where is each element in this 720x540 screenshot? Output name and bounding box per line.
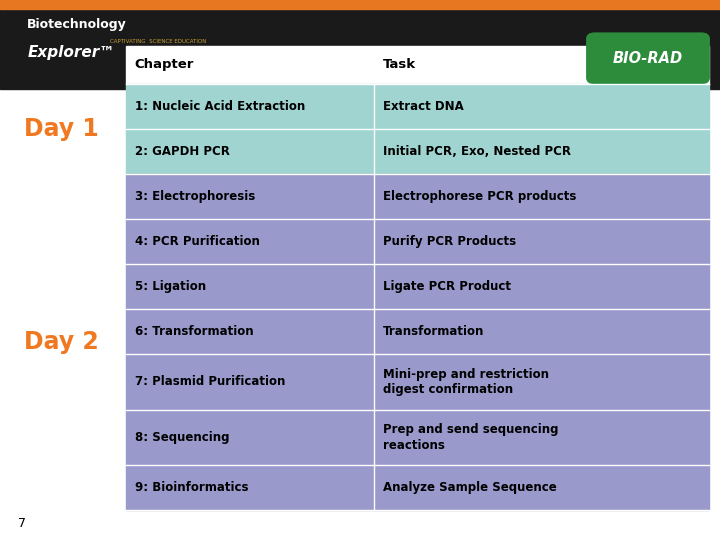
Text: Day 2: Day 2	[24, 330, 99, 354]
Text: 9: Bioinformatics: 9: Bioinformatics	[135, 481, 248, 494]
Text: Biotechnology: Biotechnology	[27, 18, 127, 31]
Text: BIO-RAD: BIO-RAD	[613, 51, 683, 66]
Text: 8: Sequencing: 8: Sequencing	[135, 431, 229, 444]
Text: 6: Transformation: 6: Transformation	[135, 325, 253, 338]
Text: CAPTIVATING  SCIENCE EDUCATION: CAPTIVATING SCIENCE EDUCATION	[110, 39, 207, 44]
Text: Day 1: Day 1	[24, 117, 99, 141]
Text: 2: GAPDH PCR: 2: GAPDH PCR	[135, 145, 230, 158]
Text: 7: 7	[18, 517, 26, 530]
Text: Extract DNA: Extract DNA	[383, 100, 464, 113]
Text: Transformation: Transformation	[383, 325, 485, 338]
Text: Task: Task	[383, 58, 416, 71]
Text: Chapter: Chapter	[135, 58, 194, 71]
Bar	[126, 84, 709, 129]
Bar	[126, 465, 709, 510]
Text: Purify PCR Products: Purify PCR Products	[383, 235, 516, 248]
Bar	[126, 46, 709, 84]
Bar	[126, 410, 709, 465]
Text: Analyze Sample Sequence: Analyze Sample Sequence	[383, 481, 557, 494]
Text: 3: Electrophoresis: 3: Electrophoresis	[135, 190, 255, 203]
Text: 4: PCR Purification: 4: PCR Purification	[135, 235, 259, 248]
Bar	[126, 129, 709, 174]
Bar	[0, 0, 720, 9]
Text: Electrophorese PCR products: Electrophorese PCR products	[383, 190, 577, 203]
Text: Ligate PCR Product: Ligate PCR Product	[383, 280, 511, 293]
Text: Initial PCR, Exo, Nested PCR: Initial PCR, Exo, Nested PCR	[383, 145, 571, 158]
Bar	[126, 354, 709, 410]
Bar	[126, 309, 709, 354]
Bar	[126, 264, 709, 309]
Text: 1: Nucleic Acid Extraction: 1: Nucleic Acid Extraction	[135, 100, 305, 113]
Text: Explorer™: Explorer™	[27, 45, 115, 60]
Text: Prep and send sequencing
reactions: Prep and send sequencing reactions	[383, 423, 559, 451]
Bar	[0, 9, 720, 89]
Text: Mini-prep and restriction
digest confirmation: Mini-prep and restriction digest confirm…	[383, 368, 549, 396]
Text: 7: Plasmid Purification: 7: Plasmid Purification	[135, 375, 285, 388]
FancyBboxPatch shape	[586, 32, 710, 84]
Text: 5: Ligation: 5: Ligation	[135, 280, 206, 293]
Bar	[126, 219, 709, 264]
Bar	[126, 174, 709, 219]
